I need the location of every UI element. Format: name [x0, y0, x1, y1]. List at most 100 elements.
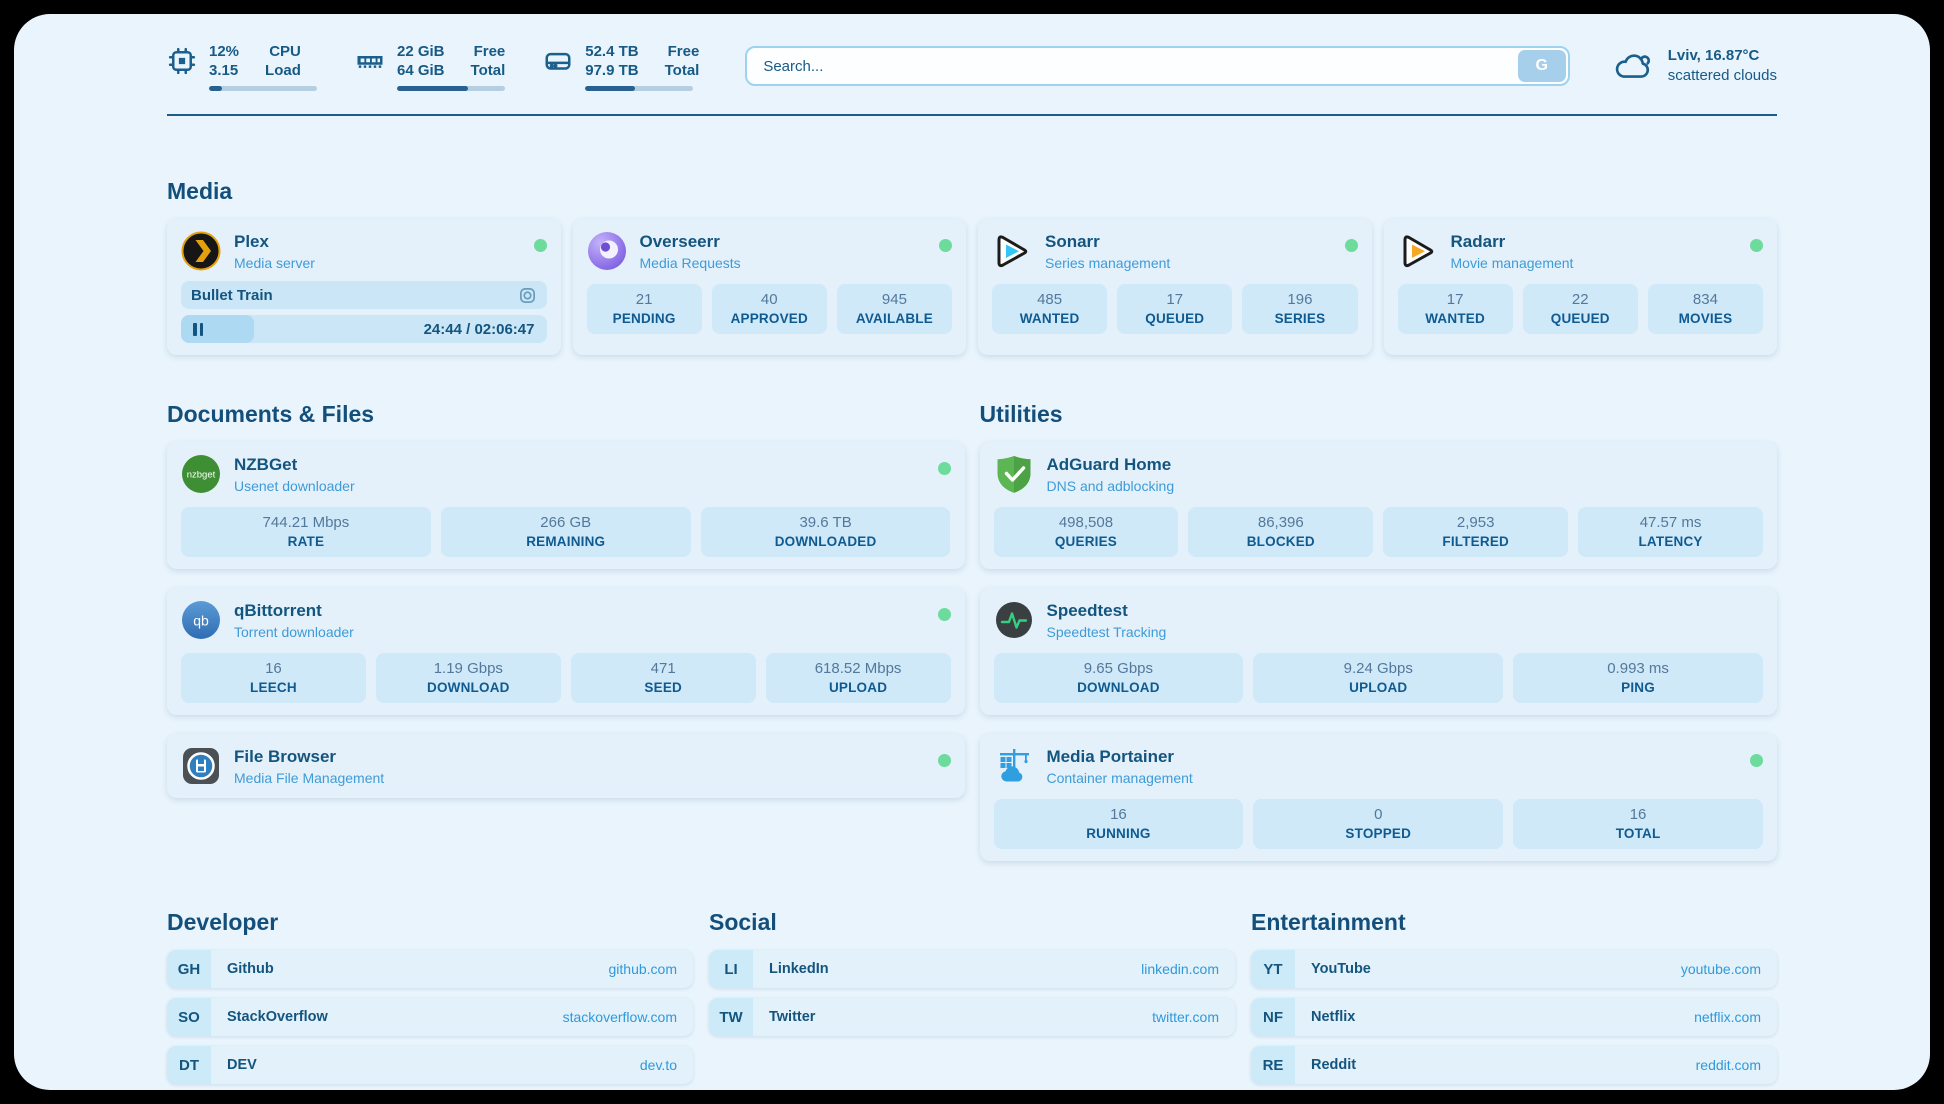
- adguard-icon: [994, 454, 1034, 494]
- stat-tile-queued: 17 QUEUED: [1117, 284, 1233, 334]
- stat-tile-rate: 744.21 Mbps RATE: [181, 507, 431, 557]
- bookmark-dev[interactable]: DT DEV dev.to: [167, 1046, 693, 1084]
- app-name[interactable]: qBittorrent: [234, 601, 322, 620]
- app-desc: DNS and adblocking: [1046, 478, 1175, 494]
- app-card-portainer[interactable]: Media Portainer Container management 16 …: [979, 734, 1777, 861]
- google-search-button[interactable]: G: [1517, 50, 1566, 82]
- ram-icon: [355, 46, 385, 76]
- cpu-progress-track: [209, 85, 317, 91]
- app-card-overseerr[interactable]: Overseerr Media Requests 21 PENDING 40 A…: [572, 219, 966, 355]
- playback-progress-bar[interactable]: 24:44 / 02:06:47: [181, 315, 547, 343]
- ram-stat: 22 GiB 64 GiB Free Total: [355, 42, 505, 91]
- stat-tile-filtered: 2,953 FILTERED: [1383, 507, 1569, 557]
- plex-icon: [181, 231, 221, 271]
- ram-free-value: 22 GiB: [397, 42, 445, 60]
- cpu-load-value: 3.15: [209, 61, 239, 79]
- bookmark-name: LinkedIn: [769, 961, 829, 977]
- radarr-icon: [1398, 231, 1438, 271]
- bookmark-url[interactable]: reddit.com: [1695, 1057, 1761, 1073]
- cpu-load-label: Load: [265, 61, 301, 79]
- app-desc: Media File Management: [234, 770, 385, 786]
- bookmark-youtube[interactable]: YT YouTube youtube.com: [1251, 950, 1777, 988]
- filebrowser-icon: [181, 746, 221, 786]
- app-name[interactable]: NZBGet: [234, 455, 298, 474]
- bookmark-url[interactable]: github.com: [608, 961, 677, 977]
- bookmark-linkedin[interactable]: LI LinkedIn linkedin.com: [709, 950, 1235, 988]
- app-desc: Speedtest Tracking: [1046, 624, 1167, 640]
- bookmark-name: StackOverflow: [227, 1009, 328, 1025]
- app-card-qbittorrent[interactable]: qb qBittorrent Torrent downloader 16 LEE…: [167, 588, 965, 715]
- bookmark-url[interactable]: youtube.com: [1680, 961, 1761, 977]
- status-dot: [937, 608, 951, 621]
- bookmark-url[interactable]: netflix.com: [1694, 1009, 1761, 1025]
- disk-stat: 52.4 TB 97.9 TB Free Total: [543, 42, 699, 91]
- app-name[interactable]: Overseerr: [639, 232, 720, 251]
- app-card-radarr[interactable]: Radarr Movie management 17 WANTED 22 QUE…: [1383, 219, 1777, 355]
- stat-tile-blocked: 86,396 BLOCKED: [1188, 507, 1374, 557]
- stat-tile-series: 196 SERIES: [1242, 284, 1358, 334]
- section-developer: Developer GH Github github.com SO StackO…: [167, 909, 693, 1084]
- stat-tile-download: 1.19 Gbps DOWNLOAD: [375, 653, 561, 703]
- cpu-label: CPU: [269, 42, 301, 60]
- dashboard-page: 12% 3.15 CPU Load: [14, 14, 1930, 1090]
- cloud-icon: [1612, 50, 1654, 82]
- bookmark-url[interactable]: twitter.com: [1152, 1009, 1219, 1025]
- disk-progress-fill: [585, 85, 635, 91]
- app-card-speedtest[interactable]: Speedtest Speedtest Tracking 9.65 Gbps D…: [979, 588, 1777, 715]
- cpu-percent: 12%: [209, 42, 240, 60]
- stat-tile-wanted: 17 WANTED: [1397, 284, 1513, 334]
- app-card-adguard[interactable]: AdGuard Home DNS and adblocking 498,508 …: [979, 442, 1777, 569]
- app-card-filebrowser[interactable]: File Browser Media File Management: [167, 734, 965, 798]
- speedtest-icon: [994, 600, 1034, 640]
- stat-tile-upload: 9.24 Gbps UPLOAD: [1253, 653, 1504, 703]
- stat-tile-pending: 21 PENDING: [586, 284, 702, 334]
- bookmark-name: DEV: [227, 1057, 257, 1073]
- status-dot: [1344, 239, 1358, 252]
- bookmark-name: Netflix: [1311, 1009, 1356, 1025]
- stat-tile-leech: 16 LEECH: [181, 653, 366, 703]
- search-input[interactable]: [747, 48, 1516, 84]
- bookmark-abbr: RE: [1251, 1046, 1295, 1084]
- bookmark-abbr: GH: [167, 950, 211, 988]
- app-name[interactable]: Radarr: [1450, 232, 1506, 251]
- bookmark-url[interactable]: linkedin.com: [1141, 961, 1219, 977]
- stat-tile-latency: 47.57 ms LATENCY: [1578, 507, 1763, 557]
- bookmark-url[interactable]: dev.to: [639, 1057, 677, 1073]
- disk-total-value: 97.9 TB: [585, 61, 639, 79]
- disk-total-label: Total: [664, 61, 700, 79]
- ram-free-label: Free: [473, 42, 506, 60]
- bookmark-stackoverflow[interactable]: SO StackOverflow stackoverflow.com: [167, 998, 693, 1036]
- app-card-nzbget[interactable]: nzbget NZBGet Usenet downloader 744.21 M…: [167, 442, 965, 569]
- app-card-sonarr[interactable]: Sonarr Series management 485 WANTED 17 Q…: [978, 219, 1372, 355]
- stat-tile-queries: 498,508 QUERIES: [993, 507, 1179, 557]
- bookmark-reddit[interactable]: RE Reddit reddit.com: [1251, 1046, 1777, 1084]
- app-name[interactable]: File Browser: [234, 747, 337, 766]
- app-name[interactable]: Sonarr: [1045, 232, 1100, 251]
- app-card-plex[interactable]: Plex Media server Bullet Train: [167, 219, 561, 355]
- svg-text:nzbget: nzbget: [187, 470, 216, 481]
- section-social: Social LI LinkedIn linkedin.com TW Twitt…: [709, 909, 1235, 1084]
- hardware-stats: 12% 3.15 CPU Load: [167, 42, 699, 91]
- bookmark-url[interactable]: stackoverflow.com: [562, 1009, 677, 1025]
- ram-progress-fill: [397, 85, 469, 91]
- app-name[interactable]: Plex: [234, 232, 269, 251]
- section-title-documents: Documents & Files: [167, 401, 375, 427]
- app-name[interactable]: Speedtest: [1046, 601, 1128, 620]
- now-playing-title: Bullet Train: [191, 286, 273, 304]
- media-type-icon: [518, 286, 537, 305]
- stat-tile-total: 16 TOTAL: [1513, 799, 1763, 849]
- app-name[interactable]: AdGuard Home: [1046, 455, 1172, 474]
- ram-progress-track: [397, 85, 505, 91]
- now-playing: Bullet Train 24:44 / 02:06:47: [181, 281, 547, 343]
- stat-tile-downloaded: 39.6 TB DOWNLOADED: [700, 507, 951, 557]
- bookmark-abbr: YT: [1251, 950, 1295, 988]
- app-name[interactable]: Media Portainer: [1046, 747, 1175, 766]
- bookmark-abbr: NF: [1251, 998, 1295, 1036]
- bookmark-twitter[interactable]: TW Twitter twitter.com: [709, 998, 1235, 1036]
- pause-icon[interactable]: [193, 322, 203, 336]
- section-utilities: Utilities AdGuard Home: [979, 401, 1777, 861]
- app-desc: Torrent downloader: [234, 624, 354, 640]
- bookmark-github[interactable]: GH Github github.com: [167, 950, 693, 988]
- bookmark-netflix[interactable]: NF Netflix netflix.com: [1251, 998, 1777, 1036]
- weather-location-temp: Lviv, 16.87°C: [1667, 47, 1760, 64]
